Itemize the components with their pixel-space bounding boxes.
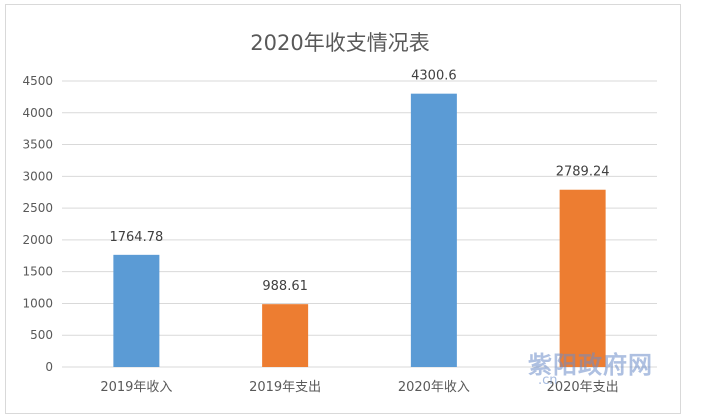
gridlines	[62, 80, 657, 368]
y-tick-label: 4500	[22, 74, 53, 88]
data-label: 4300.6	[411, 69, 457, 84]
data-labels: 1764.78 988.61 4300.6 2789.24	[109, 69, 609, 294]
y-tick-label: 2500	[22, 201, 53, 215]
chart-title: 2020年收支情况表	[250, 31, 429, 55]
y-tick-label: 1000	[22, 296, 53, 310]
x-tick-label: 2019年收入	[100, 380, 172, 395]
watermark-domain: .cn	[538, 373, 558, 388]
y-tick-label: 500	[30, 328, 53, 342]
y-tick-label: 3500	[22, 138, 53, 152]
bar	[113, 254, 160, 367]
bar	[410, 93, 457, 368]
bar	[262, 304, 309, 367]
x-tick-label: 2019年支出	[249, 380, 321, 395]
data-label: 988.61	[262, 279, 308, 294]
data-label: 1764.78	[109, 230, 163, 245]
x-tick-label: 2020年收入	[398, 380, 470, 395]
x-axis-ticks: 2019年收入 2019年支出 2020年收入 2020年支出	[100, 380, 618, 395]
watermark-logo: 紫阳政府网	[528, 351, 653, 379]
y-tick-label: 1500	[22, 265, 53, 279]
y-tick-label: 3000	[22, 169, 53, 183]
y-tick-label: 0	[45, 360, 53, 374]
bars	[113, 93, 606, 368]
y-axis-ticks: 0 500 1000 1500 2000 2500 3000 3500 4000 4500	[22, 74, 53, 374]
y-tick-label: 4000	[22, 106, 53, 120]
x-tick-label: 2020年支出	[547, 380, 619, 395]
data-label: 2789.24	[556, 165, 610, 180]
bar	[559, 189, 606, 367]
y-tick-label: 2000	[22, 233, 53, 247]
